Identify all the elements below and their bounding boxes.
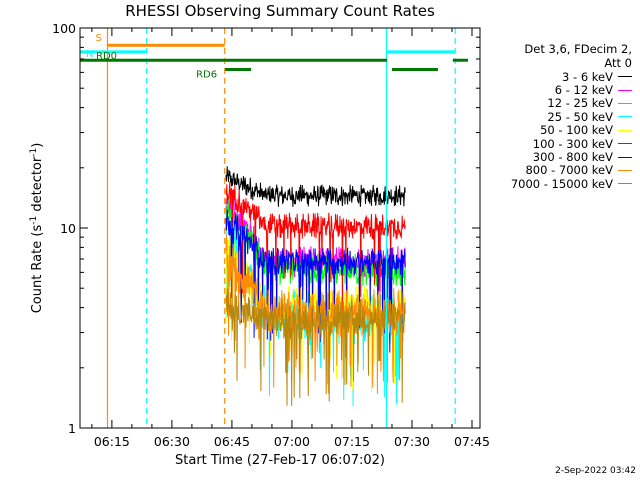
x-tick-label-5: 07:15 bbox=[334, 434, 370, 449]
series-line-7 bbox=[225, 209, 406, 353]
legend-swatch bbox=[618, 129, 632, 131]
footer-date: 2-Sep-2022 03:42 bbox=[555, 466, 636, 476]
legend: Det 3,6, FDecim 2, Att 0 3 - 6 keV 6 - 12… bbox=[482, 42, 632, 191]
x-tick-label-4: 07:00 bbox=[274, 434, 310, 449]
y-tick-label-1: 1 bbox=[68, 421, 76, 436]
series-line-1 bbox=[225, 166, 406, 207]
legend-label: 25 - 50 keV bbox=[547, 109, 613, 124]
y-tick-label-2: 10 bbox=[60, 221, 76, 236]
legend-swatch bbox=[618, 89, 632, 91]
legend-entry-4: 25 - 50 keV bbox=[482, 109, 632, 124]
legend-swatch bbox=[618, 116, 632, 118]
legend-entry-3: 12 - 25 keV bbox=[482, 96, 632, 111]
legend-label: 300 - 800 keV bbox=[532, 150, 613, 165]
legend-entry-6: 100 - 300 keV bbox=[482, 136, 632, 151]
x-tick-label-2: 06:30 bbox=[154, 434, 190, 449]
x-tick-label-3: 06:45 bbox=[214, 434, 250, 449]
x-axis-label: Start Time (27-Feb-17 06:07:02) bbox=[175, 453, 385, 468]
state-bar-label-1: S bbox=[95, 33, 101, 44]
legend-entry-8: 800 - 7000 keV bbox=[482, 163, 632, 178]
legend-header-line-2: Att 0 bbox=[604, 56, 632, 70]
legend-entry-5: 50 - 100 keV bbox=[482, 123, 632, 138]
x-tick-label-6: 07:30 bbox=[394, 434, 430, 449]
legend-swatch bbox=[618, 169, 632, 171]
chart-title: RHESSI Observing Summary Count Rates bbox=[125, 2, 435, 20]
legend-swatch bbox=[618, 183, 632, 185]
series-line-6 bbox=[225, 181, 406, 315]
state-bar-label-6: RD6 bbox=[196, 70, 217, 81]
legend-label: 800 - 7000 keV bbox=[525, 163, 613, 178]
legend-label: 100 - 300 keV bbox=[532, 136, 613, 151]
legend-swatch bbox=[618, 76, 632, 78]
legend-header-line-1: Det 3,6, FDecim 2, bbox=[524, 42, 632, 56]
legend-swatch bbox=[618, 156, 632, 158]
legend-label: 50 - 100 keV bbox=[540, 123, 613, 138]
legend-label: 3 - 6 keV bbox=[562, 69, 613, 84]
legend-swatch bbox=[618, 102, 632, 104]
x-tick-label-7: 07:45 bbox=[454, 434, 490, 449]
y-axis-label: Count Rate (s-1 detector-1) bbox=[28, 142, 46, 314]
legend-label: 12 - 25 keV bbox=[547, 96, 613, 111]
legend-entry-7: 300 - 800 keV bbox=[482, 150, 632, 165]
legend-entry-1: 3 - 6 keV bbox=[482, 69, 632, 84]
legend-swatch bbox=[618, 143, 632, 145]
legend-entry-9: 7000 - 15000 keV bbox=[482, 176, 632, 191]
state-bar-label-4: RD0 bbox=[96, 51, 117, 62]
state-bar-label-2: N bbox=[86, 49, 93, 60]
legend-entry-2: 6 - 12 keV bbox=[482, 83, 632, 98]
series-line-9 bbox=[225, 287, 406, 406]
x-tick-label-1: 06:15 bbox=[94, 434, 130, 449]
y-tick-label-3: 100 bbox=[52, 21, 76, 36]
legend-label: 7000 - 15000 keV bbox=[510, 176, 613, 191]
legend-label: 6 - 12 keV bbox=[554, 83, 613, 98]
